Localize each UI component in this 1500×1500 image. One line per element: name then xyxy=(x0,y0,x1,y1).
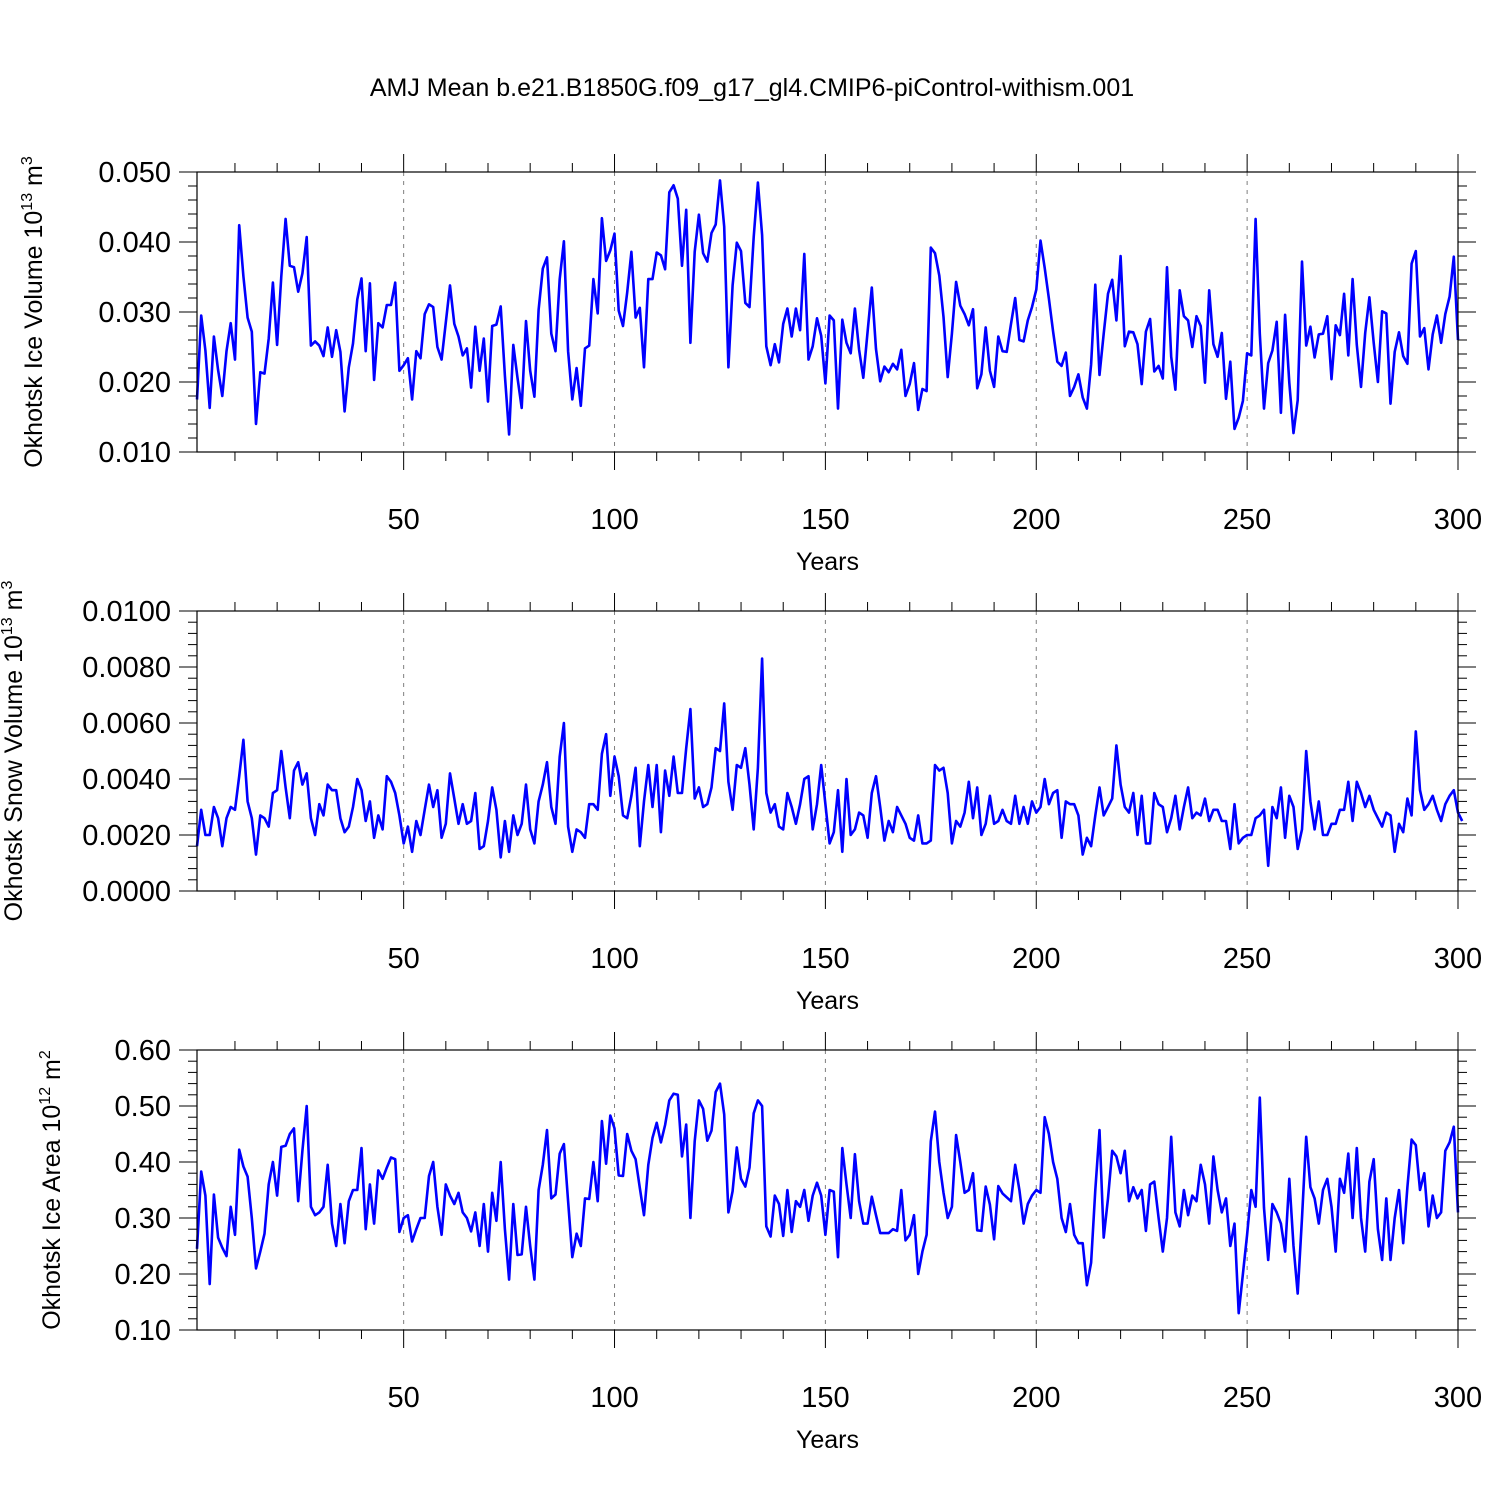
x-tick-label: 200 xyxy=(1012,1382,1060,1414)
x-tick-label: 100 xyxy=(590,504,638,536)
x-tick-label: 250 xyxy=(1223,943,1271,975)
x-tick-label: 250 xyxy=(1223,1382,1271,1414)
chart-panel: 0.010 0.020 0.030 0.040 0.050 50 100 150 200 250 3… xyxy=(19,154,1482,576)
y-tick-label: 0.020 xyxy=(98,367,171,399)
plot-frame xyxy=(196,610,1459,892)
figure-title: AMJ Mean b.e21.B1850G.f09_g17_gl4.CMIP6-… xyxy=(370,74,1134,102)
x-tick-label: 200 xyxy=(1012,943,1060,975)
x-tick-label: 50 xyxy=(388,943,420,975)
y-tick-label: 0.030 xyxy=(98,297,171,329)
x-tick-label: 150 xyxy=(801,943,849,975)
y-tick-label: 0.040 xyxy=(98,227,171,259)
y-tick-label: 0.30 xyxy=(115,1203,171,1235)
y-tick-label: 0.40 xyxy=(115,1147,171,1179)
y-tick-label: 0.50 xyxy=(115,1091,171,1123)
x-tick-label: 150 xyxy=(801,504,849,536)
x-tick-label: 50 xyxy=(388,504,420,536)
y-tick-label: 0.0000 xyxy=(82,876,171,908)
data-series-line xyxy=(195,657,1464,868)
data-series-line xyxy=(195,1082,1460,1315)
y-tick-label: 0.0040 xyxy=(82,764,171,796)
x-tick-label: 300 xyxy=(1434,943,1482,975)
y-tick-label: 0.050 xyxy=(98,157,171,189)
y-axis-label: Okhotsk Snow Volume 1013 m3 xyxy=(0,581,28,922)
data-series-line xyxy=(195,179,1460,436)
x-tick-label: 100 xyxy=(590,943,638,975)
y-tick-label: 0.010 xyxy=(98,437,171,469)
x-tick-label: 100 xyxy=(590,1382,638,1414)
y-tick-label: 0.0020 xyxy=(82,820,171,852)
x-tick-label: 300 xyxy=(1434,504,1482,536)
y-axis-label: Okhotsk Ice Area 1012 m2 xyxy=(37,1050,66,1330)
x-tick-label: 200 xyxy=(1012,504,1060,536)
y-tick-label: 0.10 xyxy=(115,1315,171,1347)
x-tick-label: 50 xyxy=(388,1382,420,1414)
y-tick-label: 0.20 xyxy=(115,1259,171,1291)
plot-frame xyxy=(196,1049,1459,1331)
plot-frame xyxy=(196,171,1459,453)
x-axis-label: Years xyxy=(796,987,859,1015)
x-tick-label: 300 xyxy=(1434,1382,1482,1414)
chart-panel: 0.10 0.20 0.30 0.40 0.50 0.60 50 100 150 200 250 30… xyxy=(37,1032,1482,1454)
x-tick-label: 150 xyxy=(801,1382,849,1414)
y-tick-label: 0.60 xyxy=(115,1035,171,1067)
chart-panel: 0.0000 0.0020 0.0040 0.0060 0.0080 0.0100 50 10… xyxy=(0,581,1482,1015)
y-tick-label: 0.0060 xyxy=(82,708,171,740)
x-axis-label: Years xyxy=(796,1426,859,1454)
x-axis-label: Years xyxy=(796,548,859,576)
x-tick-label: 250 xyxy=(1223,504,1271,536)
y-axis-label: Okhotsk Ice Volume 1013 m3 xyxy=(19,156,48,468)
y-tick-label: 0.0080 xyxy=(82,652,171,684)
y-tick-label: 0.0100 xyxy=(82,596,171,628)
